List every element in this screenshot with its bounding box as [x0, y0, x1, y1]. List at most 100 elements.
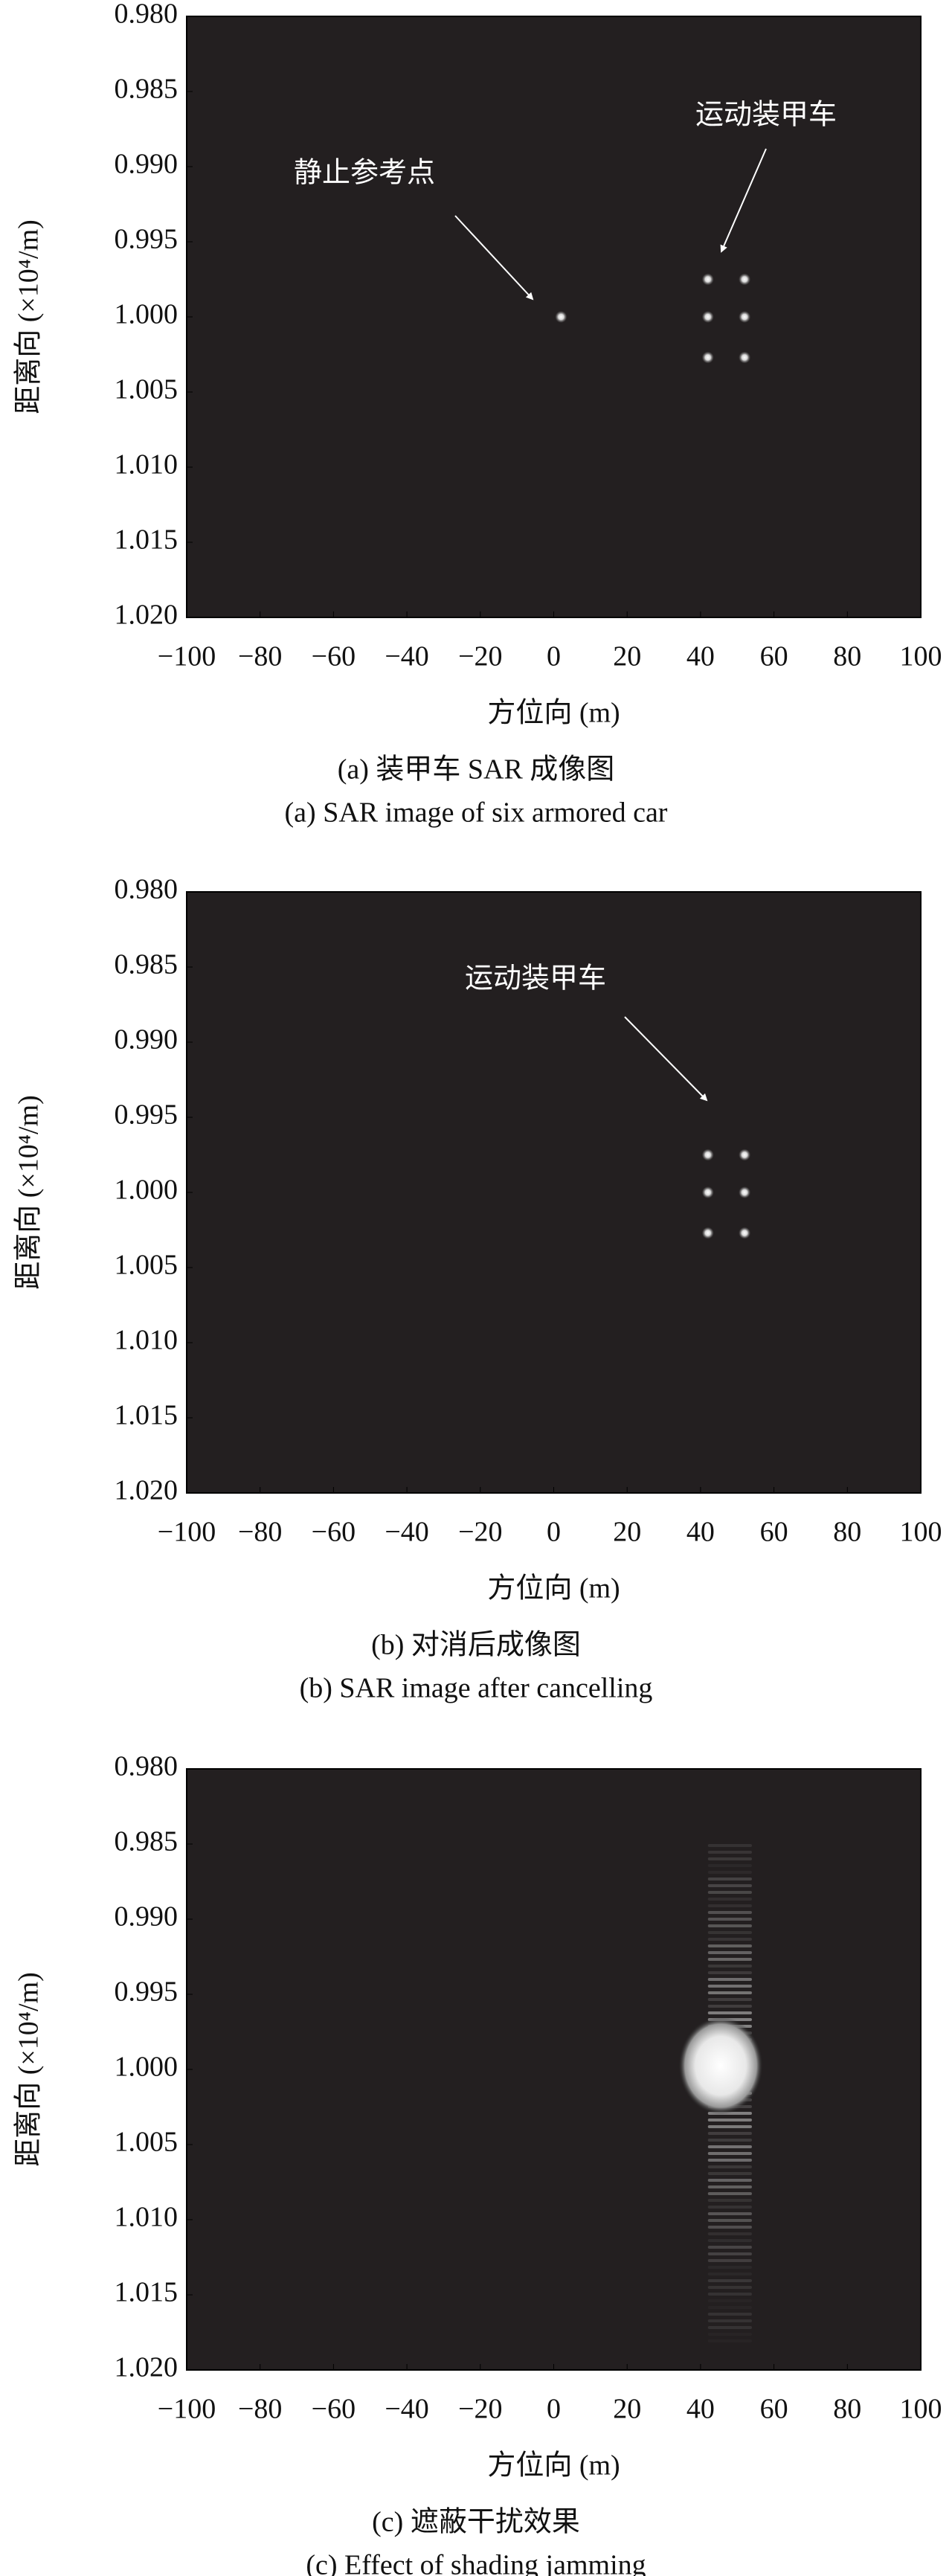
stripe	[707, 1864, 752, 1867]
stripe	[707, 2246, 752, 2249]
stripe	[707, 2179, 752, 2182]
plot-area	[186, 16, 922, 618]
x-tick-label: −80	[238, 2394, 282, 2425]
stripe	[707, 2239, 752, 2242]
x-axis-label: 方位向 (m)	[487, 698, 620, 729]
y-tick-label: 0.985	[115, 949, 178, 980]
annotation: 运动装甲车	[695, 100, 837, 131]
target-point	[701, 351, 714, 364]
stripe	[707, 1978, 752, 1981]
stripe	[707, 1898, 752, 1901]
stripe	[707, 2159, 752, 2162]
y-tick-label: 1.015	[115, 2277, 178, 2308]
x-tick-label: 80	[833, 1517, 861, 1548]
y-tick-label: 1.010	[115, 449, 178, 481]
stripe	[707, 2206, 752, 2209]
x-tick-label: −100	[158, 2394, 216, 2425]
stripe	[707, 2125, 752, 2128]
stripe	[707, 1991, 752, 1994]
caption: (c) 遮蔽干扰效果	[372, 2507, 580, 2538]
x-tick-label: −100	[158, 641, 216, 672]
target-point	[739, 273, 751, 286]
x-tick-label: 80	[833, 2394, 861, 2425]
stripe	[707, 2306, 752, 2309]
x-tick-label: −60	[312, 1517, 356, 1548]
x-tick-label: 40	[686, 2394, 715, 2425]
stripe	[707, 2011, 752, 2014]
target-point	[739, 311, 751, 323]
stripe	[707, 1944, 752, 1947]
x-tick-label: 60	[760, 1517, 788, 1548]
stripe	[707, 1904, 752, 1907]
y-tick-label: 1.015	[115, 1400, 178, 1431]
stripe	[707, 1857, 752, 1860]
y-tick-label: 1.015	[115, 524, 178, 556]
stripe	[707, 1891, 752, 1894]
y-axis-label: 距离向 (×10⁴/m)	[13, 1095, 45, 1290]
stripe	[707, 2132, 752, 2135]
y-tick-label: 0.990	[115, 1901, 178, 1933]
stripe	[707, 2172, 752, 2175]
stripe	[707, 2313, 752, 2316]
stripe	[707, 1884, 752, 1887]
x-tick-label: −40	[385, 1517, 428, 1548]
stripe	[707, 2286, 752, 2289]
y-tick-label: 0.985	[115, 74, 178, 105]
x-tick-label: 60	[760, 2394, 788, 2425]
stripe	[707, 1851, 752, 1854]
stripe	[707, 2333, 752, 2336]
x-tick-label: 40	[686, 641, 715, 672]
stripe	[707, 1985, 752, 1988]
stripe	[707, 1938, 752, 1941]
y-tick-label: 0.985	[115, 1826, 178, 1857]
annotation-arrow	[624, 1016, 708, 1102]
x-tick-label: −40	[385, 2394, 428, 2425]
x-tick-label: 0	[547, 641, 561, 672]
y-tick-label: 1.000	[115, 299, 178, 330]
target-point	[701, 1149, 714, 1161]
x-tick-label: 20	[613, 641, 641, 672]
y-tick-label: 1.020	[115, 600, 178, 631]
x-tick-label: −20	[458, 2394, 502, 2425]
stripe	[707, 2266, 752, 2269]
stripe	[707, 2326, 752, 2329]
stripe	[707, 1871, 752, 1874]
x-tick-label: −60	[312, 641, 356, 672]
stripe	[707, 1918, 752, 1921]
stripe	[707, 2252, 752, 2255]
stripe	[707, 1958, 752, 1961]
target-point	[701, 311, 714, 323]
x-tick-label: −40	[385, 641, 428, 672]
y-axis-label: 距离向 (×10⁴/m)	[13, 1972, 45, 2167]
stripe	[707, 2319, 752, 2322]
stripe	[707, 2199, 752, 2202]
annotation-arrow	[454, 215, 534, 301]
annotation-arrow	[720, 148, 767, 253]
plot-area	[186, 891, 922, 1494]
stripe	[707, 2293, 752, 2296]
stripe	[707, 2119, 752, 2121]
y-tick-label: 1.020	[115, 1475, 178, 1506]
stripe	[707, 2005, 752, 2008]
x-tick-label: 20	[613, 1517, 641, 1548]
x-tick-label: 60	[760, 641, 788, 672]
stripe	[707, 1911, 752, 1914]
stripe	[707, 2232, 752, 2235]
stripe	[707, 1878, 752, 1880]
y-tick-label: 0.980	[115, 1751, 178, 1782]
x-tick-label: 80	[833, 641, 861, 672]
caption-en: (c) Effect of shading jamming	[306, 2550, 646, 2576]
y-tick-label: 0.995	[115, 1976, 178, 2008]
y-tick-label: 0.995	[115, 224, 178, 255]
stripe	[707, 2299, 752, 2302]
y-tick-label: 1.000	[115, 2052, 178, 2083]
target-point	[701, 1186, 714, 1198]
x-tick-label: −80	[238, 1517, 282, 1548]
x-tick-label: 100	[900, 641, 942, 672]
annotation: 运动装甲车	[465, 963, 606, 995]
y-tick-label: 0.990	[115, 1024, 178, 1056]
stripe	[707, 2226, 752, 2229]
caption-en: (b) SAR image after cancelling	[300, 1673, 653, 1704]
y-tick-label: 0.980	[115, 874, 178, 905]
